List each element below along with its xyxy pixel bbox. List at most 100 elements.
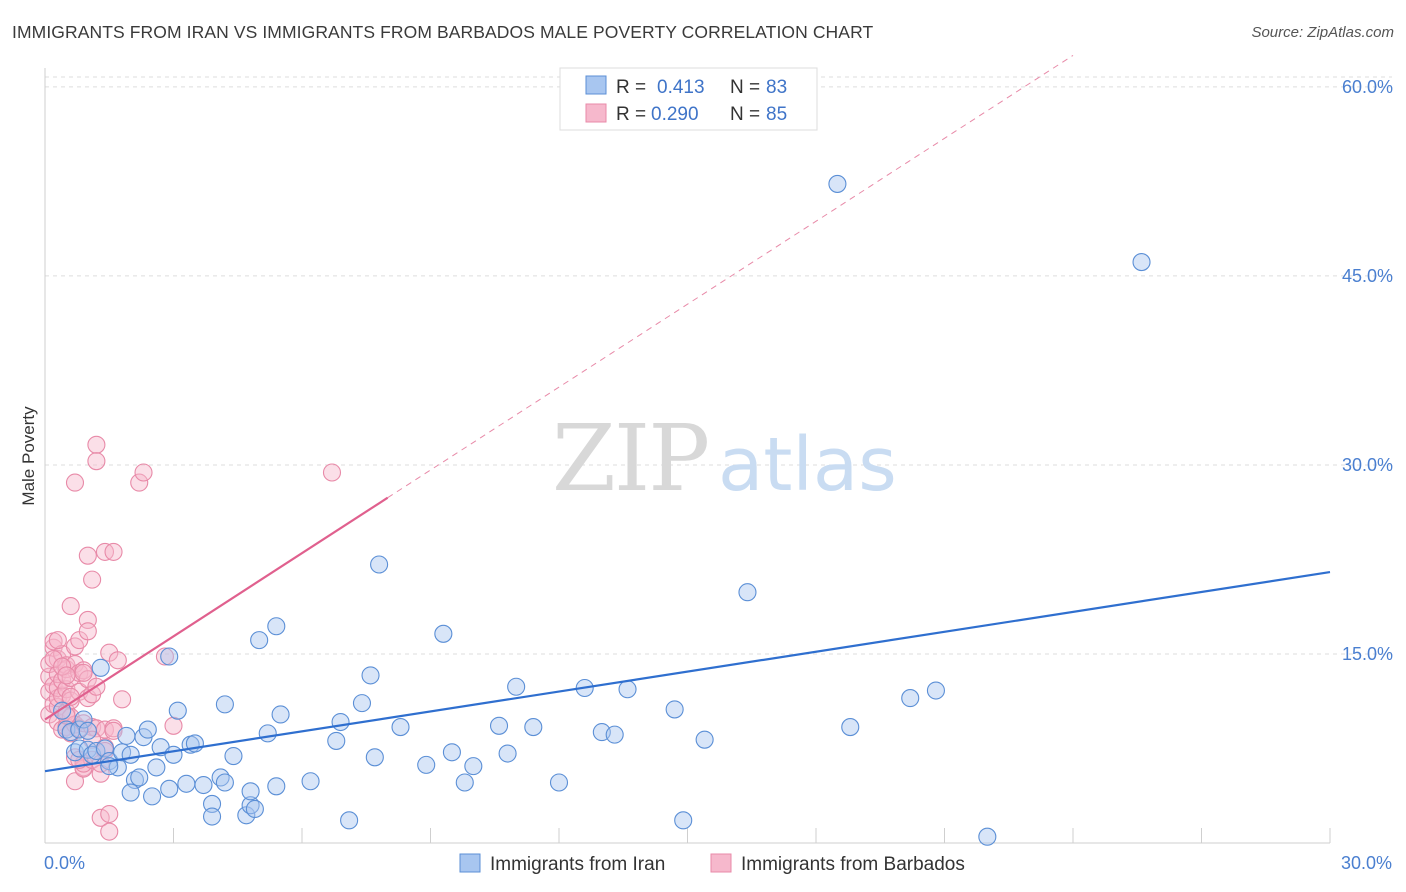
barbados-point-51: [83, 570, 102, 589]
barbados-point-73: [164, 716, 183, 735]
y-tick-labels: 15.0% 30.0% 45.0% 60.0%: [1342, 77, 1393, 664]
iran-point-50: [361, 666, 380, 685]
legend-n-label-barbados: N =: [730, 104, 760, 125]
trend-line-barbados-extension: [387, 54, 1074, 499]
legend-swatch-barbados: [585, 103, 607, 123]
iran-point-47: [331, 712, 350, 732]
iran-point-82: [121, 783, 140, 802]
iran-point-52: [370, 555, 389, 574]
iran-point-40: [250, 631, 269, 650]
iran-point-24: [164, 745, 183, 764]
trend-line-barbados: [44, 496, 389, 721]
barbados-point-72: [155, 647, 174, 666]
barbados-point-77: [57, 666, 76, 685]
iran-point-23: [160, 779, 179, 798]
barbados-point-57: [91, 808, 110, 827]
iran-point-7: [78, 721, 97, 740]
stats-legend: R = 0.413 N = 83 R = 0.290 N = 85: [559, 67, 818, 131]
legend-r-value-barbados: 0.290: [651, 104, 699, 125]
iran-point-72: [828, 174, 847, 193]
iran-point-21: [147, 758, 166, 777]
iran-point-75: [926, 681, 945, 700]
legend-r-value-iran: 0.413: [657, 77, 705, 98]
barbados-point-69: [113, 690, 132, 709]
y-tick-label-2: 45.0%: [1342, 266, 1393, 286]
y-axis-label: Male Poverty: [19, 406, 38, 506]
iran-point-55: [434, 624, 453, 643]
barbados-point-47: [78, 622, 97, 641]
iran-point-14: [117, 726, 136, 745]
watermark-zip: ZIP: [552, 405, 708, 512]
iran-point-56: [442, 743, 461, 762]
iran-point-58: [464, 757, 483, 776]
x-tick-label-min: 0.0%: [44, 853, 85, 873]
iran-point-33: [215, 773, 234, 792]
barbados-point-76: [53, 657, 72, 676]
iran-point-46: [327, 731, 346, 750]
barbados-point-70: [130, 473, 149, 492]
iran-point-29: [194, 775, 213, 795]
series-legend-label-iran: Immigrants from Iran: [490, 854, 665, 875]
barbados-point-82: [48, 631, 67, 650]
iran-point-5: [74, 710, 93, 729]
barbados-point-31: [65, 473, 85, 492]
legend-n-label-iran: N =: [730, 77, 760, 98]
series-legend-label-barbados: Immigrants from Barbados: [741, 854, 965, 875]
iran-point-57: [455, 773, 474, 792]
trend-line-iran: [44, 570, 1331, 773]
iran-point-78: [91, 658, 110, 677]
barbados-point-27: [61, 597, 80, 616]
barbados-point-65: [104, 542, 123, 561]
iran-point-68: [665, 700, 684, 719]
series-legend-swatch-barbados: [710, 853, 732, 873]
iran-point-41: [258, 724, 277, 743]
iran-point-43: [267, 617, 286, 636]
y-tick-label-1: 30.0%: [1342, 455, 1393, 475]
barbados-point-71: [134, 463, 153, 482]
barbados-point-46: [78, 546, 97, 565]
iran-point-35: [224, 746, 243, 766]
iran-point-42: [267, 777, 286, 796]
barbados-point-81: [83, 730, 102, 749]
trend-lines: [44, 54, 1331, 773]
iran-point-53: [391, 718, 410, 737]
grid-lines: [45, 76, 1392, 655]
series-legend: Immigrants from Iran Immigrants from Bar…: [459, 853, 965, 875]
iran-point-63: [549, 773, 569, 792]
iran-point-54: [417, 755, 436, 774]
iran-point-71: [738, 583, 757, 602]
iran-point-66: [605, 725, 624, 744]
iran-point-31: [203, 807, 222, 826]
iran-point-73: [841, 718, 860, 737]
series-legend-swatch-iran: [459, 853, 481, 873]
x-ticks: [44, 828, 1331, 843]
iran-point-77: [1132, 253, 1151, 272]
chart-source: Source: ZipAtlas.com: [1251, 24, 1394, 41]
iran-point-59: [489, 716, 509, 735]
legend-swatch-iran: [585, 75, 607, 95]
iran-point-39: [245, 799, 264, 819]
iran-point-79: [160, 647, 179, 666]
iran-point-48: [340, 811, 359, 830]
chart-title: IMMIGRANTS FROM IRAN VS IMMIGRANTS FROM …: [12, 22, 874, 42]
iran-point-60: [498, 744, 517, 763]
iran-point-70: [695, 730, 714, 749]
iran-point-67: [618, 680, 637, 699]
series-iran-points: [53, 174, 1151, 846]
iran-point-62: [524, 718, 543, 737]
barbados-point-54: [87, 435, 106, 454]
iran-point-44: [271, 705, 290, 724]
iran-point-74: [901, 689, 920, 708]
iran-point-30: [203, 794, 222, 813]
barbados-point-68: [108, 651, 127, 670]
iran-point-17: [130, 768, 149, 787]
iran-point-76: [978, 827, 997, 846]
y-tick-label-0: 15.0%: [1342, 644, 1393, 664]
x-tick-label-max: 30.0%: [1341, 853, 1392, 873]
legend-n-value-iran: 83: [766, 77, 787, 98]
barbados-point-64: [100, 822, 119, 841]
iran-point-38: [241, 782, 260, 801]
barbados-point-55: [87, 452, 106, 471]
barbados-point-80: [74, 663, 93, 682]
